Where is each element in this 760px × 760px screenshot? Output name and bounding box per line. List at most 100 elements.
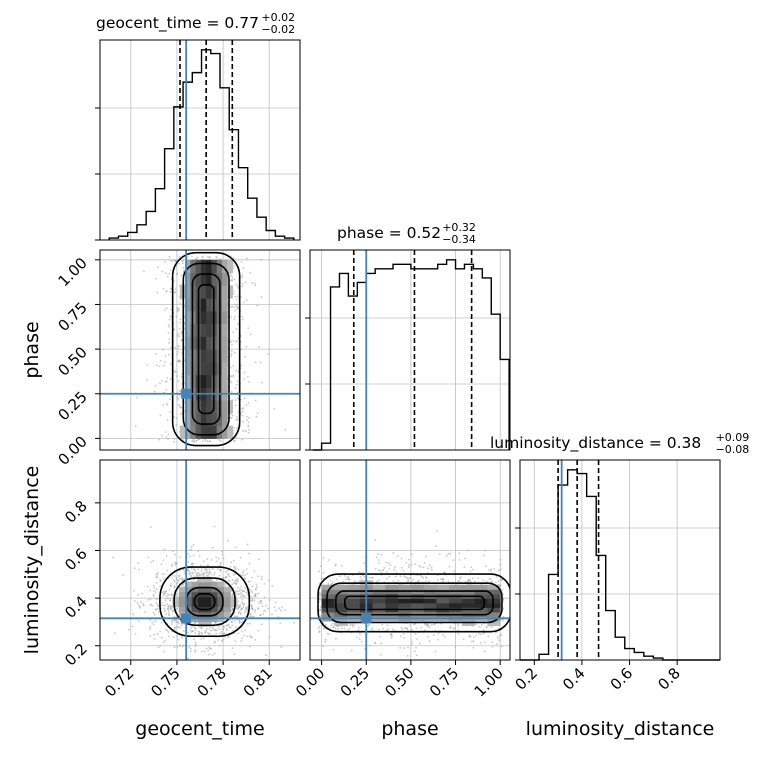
scatter-point: [447, 552, 450, 555]
x-tick-label: 0.2: [512, 664, 542, 694]
scatter-point: [180, 624, 183, 627]
scatter-point: [343, 627, 346, 630]
scatter-point: [206, 558, 209, 560]
scatter-point: [473, 580, 476, 583]
scatter-point: [378, 579, 380, 582]
scatter-point: [469, 570, 472, 573]
scatter-point: [430, 566, 433, 569]
density-cell: [200, 285, 207, 299]
scatter-point: [257, 629, 260, 632]
scatter-point: [241, 620, 244, 622]
scatter-point: [487, 635, 490, 638]
scatter-point: [230, 355, 233, 357]
density-cell: [190, 374, 197, 388]
scatter-point: [426, 624, 429, 627]
scatter-point: [244, 610, 247, 613]
scatter-point: [377, 559, 380, 561]
scatter-point: [385, 561, 388, 564]
scatter-point: [265, 654, 267, 656]
scatter-point: [217, 557, 220, 560]
scatter-point: [240, 315, 243, 318]
scatter-point: [180, 339, 183, 342]
density-cell: [204, 581, 212, 588]
scatter-point: [293, 621, 295, 624]
scatter-point: [261, 605, 264, 608]
density-cell: [200, 425, 207, 439]
scatter-point: [152, 559, 155, 562]
x-tick-label: 0.6: [607, 664, 637, 694]
scatter-point: [396, 554, 399, 557]
scatter-point: [167, 605, 170, 608]
scatter-point: [383, 566, 386, 569]
scatter-point: [173, 291, 176, 294]
scatter-point: [231, 278, 233, 281]
scatter-point: [229, 626, 232, 629]
scatter-point: [235, 303, 238, 306]
scatter-point: [154, 352, 157, 355]
scatter-point: [386, 624, 389, 627]
scatter-point: [164, 599, 167, 602]
scatter-point: [318, 610, 321, 612]
scatter-point: [157, 605, 159, 608]
scatter-point: [437, 632, 440, 635]
scatter-point: [441, 578, 444, 580]
scatter-point: [162, 577, 165, 580]
density-cell: [200, 336, 207, 350]
density-cell: [217, 581, 225, 588]
scatter-point: [371, 576, 374, 579]
scatter-point: [247, 421, 250, 424]
scatter-point: [152, 623, 155, 626]
hist-panel-luminosity_distance: luminosity_distance = 0.38 +0.09−0.08: [490, 431, 749, 661]
scatter-point: [241, 276, 243, 279]
scatter-point: [254, 284, 257, 287]
scatter-point: [173, 329, 175, 331]
scatter-point: [224, 571, 227, 574]
scatter-point: [231, 343, 233, 346]
scatter-point: [327, 582, 330, 585]
scatter-point: [397, 579, 400, 582]
density-cell: [200, 349, 207, 363]
scatter-point: [153, 613, 156, 616]
scatter-point: [142, 603, 145, 605]
scatter-point: [399, 635, 402, 638]
scatter-point: [194, 643, 197, 646]
scatter-point: [241, 637, 243, 639]
scatter-point: [326, 632, 329, 635]
scatter-point: [254, 361, 257, 364]
scatter-point: [245, 609, 248, 612]
x-tick-label: 0.72: [101, 664, 137, 700]
scatter-point: [231, 607, 234, 610]
scatter-point: [165, 555, 168, 557]
scatter-point: [369, 576, 371, 579]
scatter-point: [408, 577, 411, 580]
scatter-point: [274, 609, 277, 612]
scatter-point: [142, 604, 145, 607]
scatter-point: [253, 570, 256, 573]
scatter-point: [200, 632, 203, 634]
scatter-point: [219, 570, 222, 572]
scatter-point: [501, 588, 504, 591]
scatter-point: [169, 606, 172, 608]
scatter-point: [247, 402, 250, 404]
scatter-point: [241, 414, 243, 417]
scatter-point: [469, 579, 471, 582]
scatter-point: [176, 347, 179, 350]
x-axis-label-geocent_time: geocent_time: [135, 718, 264, 740]
scatter-point: [441, 580, 444, 583]
scatter-point: [240, 585, 243, 588]
density-cell: [178, 606, 186, 613]
scatter-point: [149, 589, 152, 592]
density-cell: [179, 425, 186, 439]
density-cell: [204, 576, 212, 583]
scatter-point: [231, 621, 234, 624]
scatter-point: [178, 335, 180, 338]
x-tick-label: 1.00: [471, 664, 507, 700]
scatter-point: [485, 565, 487, 568]
scatter-point: [238, 611, 240, 613]
scatter-point: [187, 657, 189, 660]
scatter-point: [386, 577, 389, 580]
density-cell: [221, 361, 228, 376]
density-cell: [221, 336, 228, 350]
scatter-point: [175, 396, 178, 399]
density-cell: [191, 591, 199, 598]
